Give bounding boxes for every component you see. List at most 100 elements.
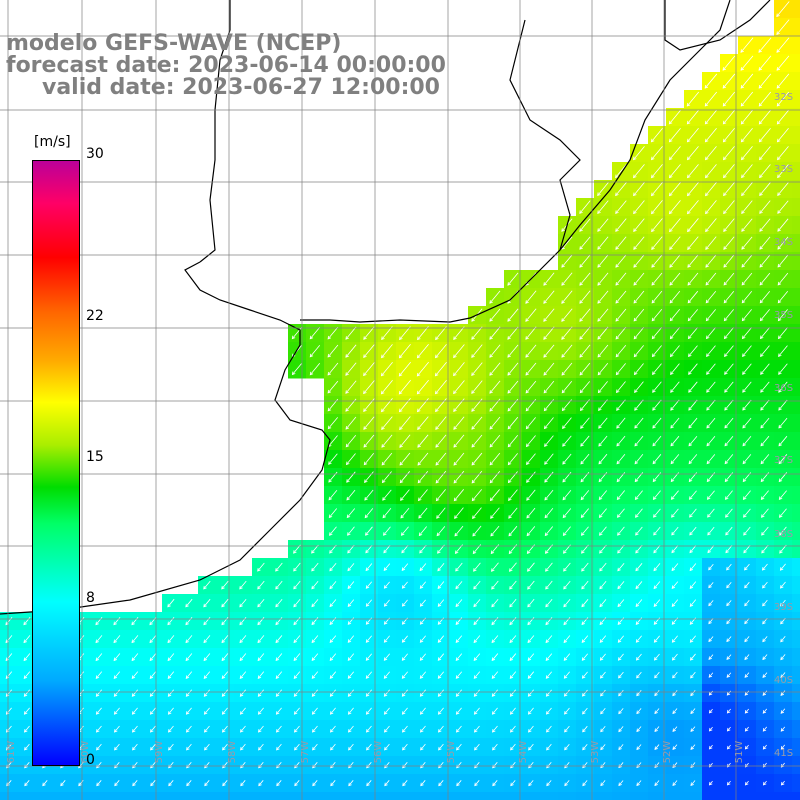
wind-arrow [562,508,572,519]
wind-arrow [723,327,734,340]
wind-arrow [507,435,519,448]
wind-cell [792,126,800,145]
wind-arrow [384,725,390,733]
wind-arrow [563,617,571,626]
wind-arrow [257,562,265,572]
wind-arrow [669,345,680,358]
wind-arrow [671,635,678,643]
wind-arrow [780,581,786,589]
wind-arrow [509,598,517,608]
wind-arrow [328,508,338,519]
wind-arrow [707,508,715,518]
wind-arrow [275,635,283,644]
wind-arrow [527,598,535,608]
wind-arrow [742,363,752,375]
wind-arrow [186,780,192,787]
wind-arrow [365,544,373,554]
wind-arrow [686,146,699,161]
wind-arrow [688,454,698,465]
wind-arrow [131,671,139,679]
wind-arrow [96,780,102,787]
wind-arrow [347,526,355,536]
wind-arrow [744,708,750,714]
wind-arrow [489,380,501,394]
wind-arrow [327,417,339,430]
wind-arrow [618,671,624,679]
colorbar-tick-label: 30 [86,146,104,162]
wind-arrow [669,254,681,268]
wind-arrow [777,200,789,214]
wind-arrow [671,599,679,607]
wind-arrow [562,435,572,447]
wind-arrow [455,599,463,608]
wind-arrow [704,109,717,125]
wind-arrow [708,708,713,714]
wind-arrow [311,599,319,608]
wind-cell [792,576,800,595]
wind-arrow [381,398,393,413]
wind-arrow [132,743,138,751]
wind-arrow [329,562,337,572]
wind-arrow [401,581,408,589]
wind-arrow [724,490,733,500]
wind-arrow [489,489,500,502]
wind-arrow [149,617,157,626]
wind-arrow [419,653,427,661]
wind-arrow [239,635,247,644]
wind-arrow [563,580,571,590]
wind-arrow [705,272,717,286]
wind-arrow [489,452,501,466]
wind-arrow [455,689,462,697]
wind-arrow [780,744,786,750]
wind-cell [144,792,163,800]
wind-arrow [726,563,732,571]
wind-arrow [275,671,283,679]
wind-arrow [328,453,338,465]
wind-arrow [150,743,156,751]
wind-arrow [401,563,409,571]
wind-arrow [580,417,590,429]
wind-arrow [669,327,680,340]
wind-arrow [167,635,175,644]
wind-arrow [651,164,663,179]
wind-arrow [762,744,767,750]
wind-arrow [653,599,661,607]
wind-arrow [473,635,481,644]
wind-cell [378,792,397,800]
wind-arrow [311,635,319,644]
coastline [0,0,771,615]
lat-label: 34S [774,237,793,248]
wind-arrow [562,526,571,536]
wind-arrow [473,562,481,572]
wind-arrow [381,434,393,448]
wind-arrow [653,563,661,572]
wind-arrow [669,272,681,286]
wind-arrow [618,780,624,787]
wind-cell [324,792,343,800]
wind-arrow [633,164,645,179]
lat-label: 37S [774,455,793,466]
wind-arrow [706,381,716,393]
wind-arrow [276,743,282,751]
wind-arrow [346,471,356,483]
wind-arrow [435,326,447,341]
wind-arrow [417,470,429,484]
wind-cell [198,792,217,800]
wind-arrow [598,453,608,465]
wind-arrow [653,581,661,590]
wind-arrow [257,689,264,697]
wind-arrow [563,689,570,697]
wind-arrow [597,182,609,197]
wind-arrow [489,434,501,448]
wind-arrow [777,182,789,197]
wind-arrow [744,563,750,571]
wind-arrow [740,37,754,53]
wind-arrow [203,653,211,662]
wind-arrow [689,599,697,607]
wind-arrow [6,743,12,751]
wind-arrow [651,308,663,322]
wind-arrow [723,182,735,197]
wind-cell [468,792,487,800]
wind-arrow [508,507,518,519]
